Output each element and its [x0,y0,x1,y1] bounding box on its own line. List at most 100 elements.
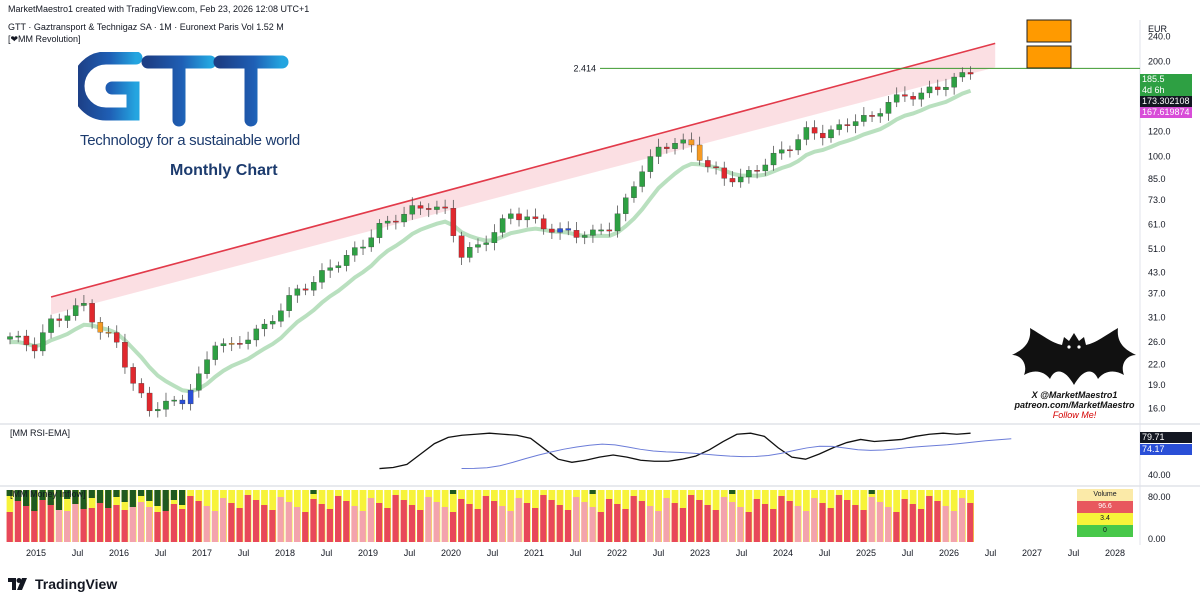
money-inflow-bar [6,512,13,542]
logo-tagline: Technology for a sustainable world [80,132,300,149]
y-tick-label: 61.0 [1148,220,1166,230]
money-inflow-bar [310,499,317,542]
candle-body [778,149,785,154]
candle-body [171,399,177,402]
candle-body [721,167,728,179]
x-tick-label: 2015 [26,548,46,558]
candle-body [713,166,719,169]
money-inflow-bar [712,510,719,542]
x-tick-label: 2017 [192,548,212,558]
money-inflow-bar [868,497,875,542]
money-inflow-bar [129,497,136,542]
money-inflow-bar [655,511,662,542]
money-inflow-bar [88,508,95,542]
money-inflow-bar [392,495,399,542]
money-inflow-bar [458,499,465,542]
x-tick-label: 2021 [524,548,544,558]
candle-body [204,359,210,374]
money-panel-title: [MM Money Inflow] [10,489,86,499]
candle-body [368,237,374,248]
signal-box [1026,19,1072,43]
money-outflow-bar [105,490,112,508]
rsi-y-tick: 40.00 [1148,470,1171,480]
money-inflow-bar [548,500,555,542]
money-outflow-bar [14,490,22,501]
candle-body [269,321,276,325]
money-inflow-bar [729,502,736,542]
candle-body [343,255,350,266]
candle-body [196,373,202,391]
y-tick-label: 240.0 [1148,31,1171,41]
money-inflow-bar [614,504,621,542]
money-inflow-bar [31,509,38,542]
volume-legend-low: 0 [1077,525,1133,537]
money-inflow-bar [326,509,333,542]
x-tick-label: Jul [404,548,416,558]
candle-body [294,288,301,296]
money-inflow-bar [335,496,342,542]
money-inflow-bar [39,496,46,542]
x-tick-label: 2019 [358,548,378,558]
candle-body [327,267,333,271]
money-outflow-bar [129,490,136,507]
bat-icon [1012,328,1136,385]
candle-body [770,152,777,166]
y-tick-label: 73.0 [1148,195,1166,205]
money-inflow-bar [359,511,366,542]
candle-body [869,115,875,117]
money-outflow-bar [154,490,161,506]
ma1-tag: 173.302108 [1140,96,1192,107]
candle-body [48,318,54,333]
money-inflow-bar [96,495,104,542]
money-inflow-bar [318,504,325,542]
money-inflow-bar [252,500,260,542]
watermark: X @MarketMaestro1 patreon.com/MarketMaes… [1012,325,1137,420]
money-y-tick: 0.00 [1148,534,1166,544]
money-inflow-bar [351,506,358,542]
rsi-ema-line [461,438,1012,470]
money-inflow-bar [47,501,54,542]
y-tick-label: 51.0 [1148,244,1166,254]
y-tick-label: 22.0 [1148,360,1166,370]
money-inflow-bar [187,496,194,542]
candle-body [499,218,506,233]
candle-body [228,343,235,345]
candle-body [557,228,563,233]
money-inflow-bar [228,503,235,542]
candle-body [836,124,842,130]
money-outflow-bar [449,490,457,494]
money-inflow-bar [14,499,22,542]
candle-body [672,142,678,149]
candle-body [524,216,530,221]
money-inflow-bar [425,497,432,542]
money-inflow-bar [277,497,284,542]
indicator-line[interactable]: [❤MM Revolution] [8,34,81,44]
volume-legend-mid: 3.4 [1077,513,1133,525]
candle-body [376,223,383,238]
money-inflow-bar [876,502,884,542]
candle-body [417,205,424,209]
money-inflow-bar [507,511,514,542]
chart-credit: MarketMaestro1 created with TradingView.… [8,4,310,14]
candle-body [926,86,933,94]
x-tick-label: Jul [1068,548,1080,558]
tradingview-logo[interactable]: TradingView [8,576,117,592]
money-inflow-bar [926,496,933,542]
candle-body [491,232,498,244]
money-outflow-bar [179,490,186,505]
candle-body [885,102,892,114]
money-inflow-bar [967,503,974,542]
candle-body [450,208,457,236]
money-outflow-bar [6,490,13,496]
money-inflow-bar [942,506,949,542]
money-inflow-bar [860,510,867,542]
money-outflow-bar [47,490,54,505]
candle-body [877,113,884,117]
x-tick-label: Jul [902,548,914,558]
money-inflow-bar [646,506,654,542]
symbol-line[interactable]: GTT · Gaztransport & Technigaz SA · 1M ·… [8,22,284,32]
rsi-ema-tag: 74.17 [1140,444,1192,455]
money-inflow-bar [663,498,670,542]
candle-body [934,86,941,90]
